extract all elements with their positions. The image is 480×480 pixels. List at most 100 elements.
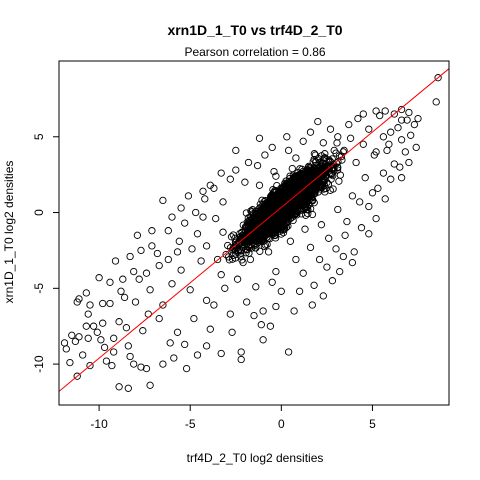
data-point [245,242,253,251]
data-point [197,257,205,265]
data-point [146,381,154,389]
data-point [272,267,280,276]
data-point [186,286,194,294]
data-point [296,165,304,173]
data-point [254,231,263,239]
data-point [233,275,242,283]
data-point [359,110,367,118]
data-point [298,177,306,185]
data-point [387,128,395,136]
data-point [294,205,302,213]
data-point [252,222,260,230]
data-point [387,175,395,183]
data-point [285,188,293,196]
data-point [310,180,318,189]
data-point [181,219,189,227]
data-point [306,164,314,172]
data-point [336,267,344,276]
data-point [236,239,244,248]
data-point [286,237,295,245]
data-point [267,192,275,200]
data-point [385,140,393,148]
data-point [268,278,276,286]
data-point [310,150,319,158]
data-point [213,255,222,264]
data-point [306,243,315,252]
data-point [390,160,398,168]
data-point [397,174,406,182]
data-point [376,111,384,120]
data-point [146,286,154,294]
data-point [62,345,70,353]
data-point [327,175,335,183]
data-point [130,360,138,368]
data-point [365,230,373,238]
data-point [82,289,90,297]
data-point [434,74,442,82]
data-point [346,134,355,142]
data-point [359,140,367,148]
data-point [106,299,114,308]
data-point [159,301,167,309]
data-point [321,150,329,158]
data-point [243,246,252,254]
data-point [397,136,406,144]
data-point [394,124,402,132]
data-point [252,283,260,291]
data-point [250,240,259,248]
data-point [365,202,373,211]
data-point [374,184,382,192]
data-point [272,212,281,220]
data-point [335,177,343,185]
data-point [164,227,172,235]
data-point [241,178,249,186]
data-point [250,311,258,320]
data-point [226,175,234,183]
data-point [119,275,127,283]
data-point [320,185,328,193]
data-point [244,158,253,167]
data-point [219,198,227,206]
data-point [75,333,83,341]
data-point [381,195,389,203]
data-point [181,340,189,349]
data-point [240,235,249,243]
data-point [315,167,324,175]
data-point [297,192,305,200]
data-point [130,267,138,276]
data-point [224,241,232,250]
data-point [283,133,291,141]
data-point [79,351,87,359]
data-point [323,263,331,271]
data-point [192,208,200,217]
data-point [372,107,380,115]
data-point [71,337,80,346]
data-point [263,233,271,241]
data-point [343,217,351,226]
data-point [243,218,251,226]
chart-title: xrn1D_1_T0 vs trf4D_2_T0 [167,22,342,38]
data-point [137,246,145,255]
data-point [317,221,326,229]
data-point [100,343,109,352]
data-point [159,360,167,368]
data-point [120,293,129,302]
data-point [108,361,116,370]
data-point [412,143,420,152]
data-point [396,163,404,171]
data-point [352,158,360,167]
data-point [354,114,362,123]
data-point [124,384,132,392]
data-point [193,230,202,238]
data-point [115,383,123,391]
regression-line [59,68,449,392]
data-point [284,210,292,218]
data-point [232,166,240,174]
data-point [93,328,101,336]
data-point [97,336,105,344]
data-point [159,196,167,205]
data-point [82,322,90,330]
data-point [379,133,388,141]
data-point [148,242,156,250]
data-point [217,271,225,279]
